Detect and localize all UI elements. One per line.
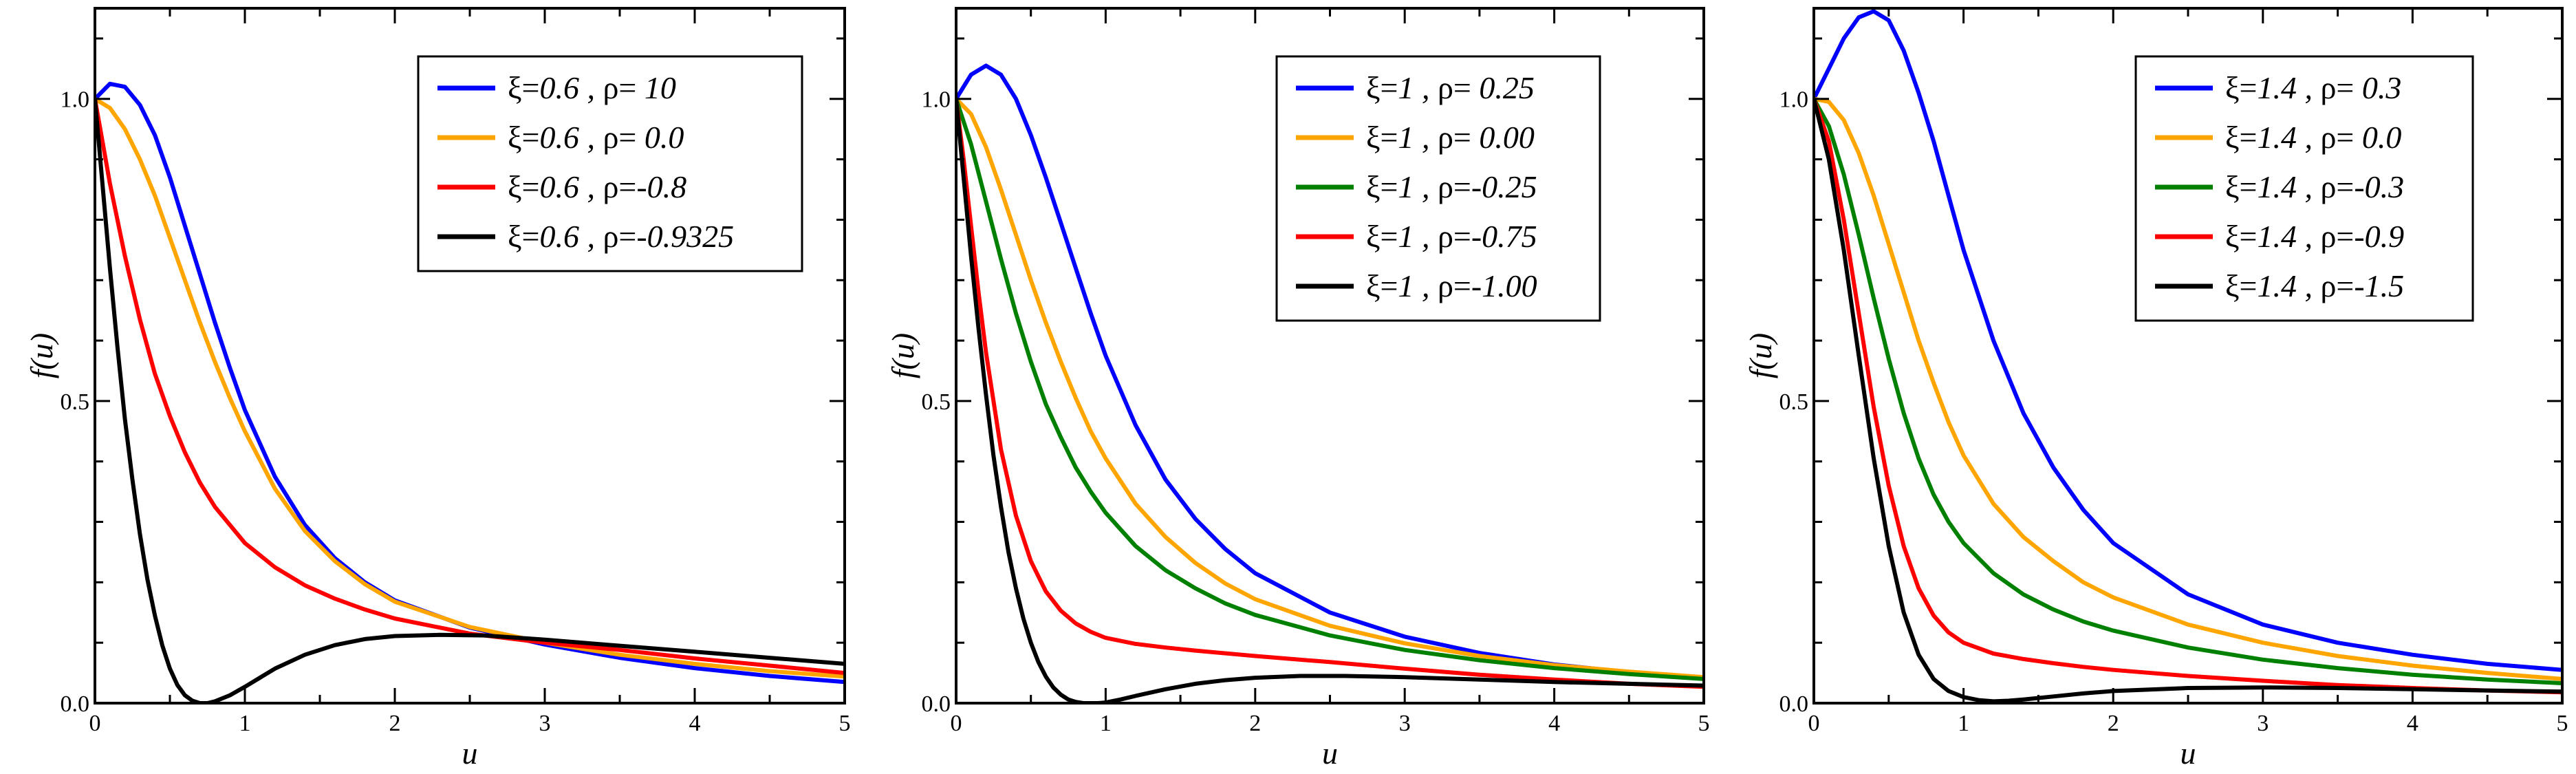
legend-label: ξ=0.6 , ρ= 0.0: [508, 120, 684, 155]
x-tick-label: 0: [89, 711, 101, 736]
y-tick-label: 1.0: [61, 87, 90, 113]
x-tick-label: 5: [2557, 711, 2568, 736]
x-tick-label: 3: [539, 711, 551, 736]
legend-label: ξ=1.4 , ρ= 0.3: [2225, 70, 2401, 105]
y-tick-label: 0.0: [922, 691, 951, 717]
x-tick-label: 4: [689, 711, 701, 736]
x-tick-label: 4: [2407, 711, 2418, 736]
x-tick-label: 0: [951, 711, 962, 736]
y-tick-label: 0.5: [61, 389, 90, 415]
x-tick-label: 2: [389, 711, 401, 736]
x-tick-label: 5: [839, 711, 851, 736]
legend-label: ξ=1 , ρ= 0.00: [1366, 120, 1535, 155]
x-tick-label: 1: [1100, 711, 1112, 736]
legend: ξ=1.4 , ρ= 0.3 ξ=1.4 , ρ= 0.0 ξ=1.4 , ρ=-0…: [2134, 55, 2474, 322]
series-line-3: [95, 96, 845, 676]
y-tick-label: 1.0: [922, 87, 951, 113]
x-tick-label: 0: [1808, 711, 1820, 736]
legend: ξ=1 , ρ= 0.25 ξ=1 , ρ= 0.00 ξ=1 , ρ=-0.25 ξ…: [1275, 55, 1601, 322]
series-line-1: [1814, 9, 2562, 672]
legend-label: ξ=1 , ρ=-0.75: [1366, 219, 1537, 254]
legend: ξ=0.6 , ρ= 10 ξ=0.6 , ρ= 0.0 ξ=0.6 , ρ=-0.…: [417, 55, 803, 272]
y-axis-label: f(u): [24, 333, 59, 378]
legend-label: ξ=1 , ρ= 0.25: [1366, 70, 1535, 105]
x-tick-label: 3: [2257, 711, 2269, 736]
x-axis-label: u: [1322, 735, 1338, 771]
legend-label: ξ=1.4 , ρ=-0.3: [2225, 169, 2404, 204]
y-axis-label: f(u): [1743, 333, 1778, 378]
series-line-3: [1814, 96, 2562, 685]
x-tick-label: 2: [1249, 711, 1261, 736]
y-tick-label: 0.5: [922, 389, 951, 415]
legend-label: ξ=1.4 , ρ=-1.5: [2225, 268, 2404, 303]
x-axis-label: u: [2180, 735, 2196, 771]
y-tick-label: 0.0: [61, 691, 90, 717]
x-tick-label: 1: [1958, 711, 1969, 736]
legend-label: ξ=1.4 , ρ=-0.9: [2225, 219, 2404, 254]
series-line-1: [956, 63, 1704, 680]
y-tick-label: 0.5: [1779, 389, 1809, 415]
x-tick-label: 5: [1698, 711, 1710, 736]
legend-label: ξ=1 , ρ=-1.00: [1366, 268, 1537, 303]
chart-panel-1: 0 1 2 3 4 50.00.51.0uf(u)ξ=0.6 , ρ= 10ξ=0.6 ,…: [24, 7, 851, 771]
chart-panel-3: 0 1 2 3 4 50.00.51.0uf(u)ξ=1.4 , ρ= 0.3ξ=1.4 …: [1743, 7, 2568, 771]
series-line-2: [95, 96, 845, 679]
series-line-4: [956, 96, 1704, 689]
x-tick-label: 4: [1548, 711, 1560, 736]
y-tick-label: 0.0: [1779, 691, 1809, 717]
legend-label: ξ=0.6 , ρ= 10: [508, 70, 676, 105]
series-line-3: [956, 96, 1704, 681]
series-group: [95, 81, 845, 703]
y-axis-label: f(u): [885, 333, 920, 378]
chart-panel-2: 0 1 2 3 4 50.00.51.0uf(u)ξ=1 , ρ= 0.25ξ=1 , ρ…: [885, 7, 1710, 771]
y-tick-label: 1.0: [1779, 87, 1809, 113]
series-line-2: [1814, 96, 2562, 681]
series-line-4: [95, 96, 845, 703]
legend-label: ξ=1.4 , ρ= 0.0: [2225, 120, 2401, 155]
legend-label: ξ=0.6 , ρ=-0.8: [508, 169, 686, 204]
series-line-4: [1814, 96, 2562, 695]
x-tick-label: 3: [1399, 711, 1411, 736]
x-axis-label: u: [462, 735, 478, 771]
series-line-2: [956, 96, 1704, 680]
legend-label: ξ=0.6 , ρ=-0.9325: [508, 219, 734, 254]
x-tick-label: 1: [239, 711, 251, 736]
series-line-1: [95, 81, 845, 685]
series-group: [1814, 9, 2562, 703]
legend-label: ξ=1 , ρ=-0.25: [1366, 169, 1537, 204]
series-line-5: [1814, 96, 2562, 703]
x-tick-label: 2: [2108, 711, 2119, 736]
